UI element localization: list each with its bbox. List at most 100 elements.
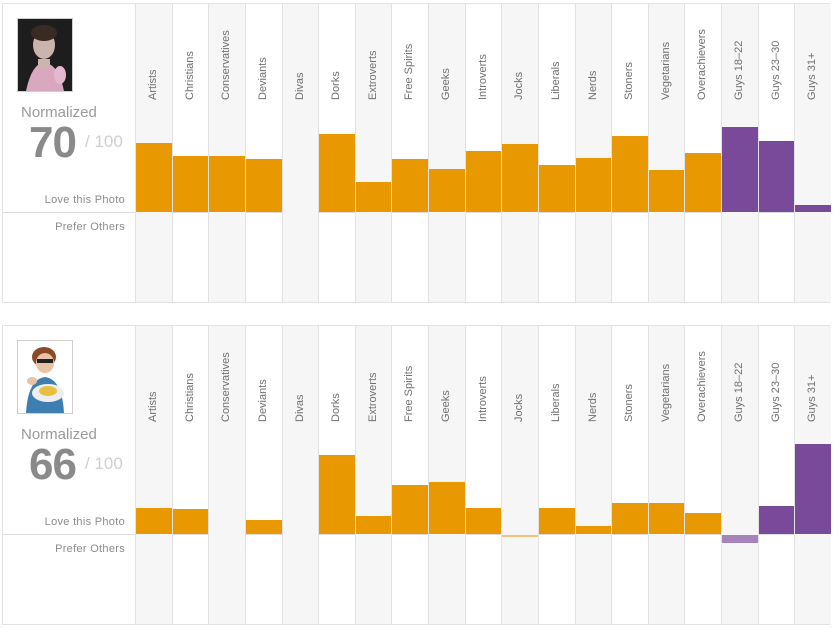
bar[interactable] (538, 165, 575, 212)
category-label: Christians (183, 51, 196, 100)
normalized-label: Normalized (21, 104, 97, 121)
category-column (464, 4, 502, 302)
category-column (501, 326, 539, 624)
rating-panel: Normalized 66 / 100 Love this Photo Pref… (2, 325, 832, 625)
bar[interactable] (172, 509, 209, 534)
bar-chart: Artists Christians Conservatives Deviants Di… (135, 4, 832, 302)
bar[interactable] (612, 136, 648, 212)
prefer-label: Prefer Others (55, 543, 125, 555)
score-max: / 100 (85, 454, 123, 473)
bar[interactable] (465, 508, 502, 534)
category-column (135, 326, 173, 624)
category-label: Overachievers (696, 351, 709, 422)
bar[interactable] (795, 205, 831, 212)
bar[interactable] (575, 526, 612, 534)
bar[interactable] (502, 144, 538, 212)
category-column (428, 326, 466, 624)
bar[interactable] (392, 485, 429, 534)
category-column (684, 326, 721, 624)
category-label: Stoners (623, 384, 636, 422)
category-column (574, 4, 612, 302)
category-label: Vegetarians (659, 41, 672, 100)
category-label: Guys 18–22 (733, 362, 746, 422)
category-label: Free Spirits (403, 43, 416, 100)
category-label: Nerds (586, 70, 599, 100)
bar[interactable] (648, 503, 685, 534)
score-max: / 100 (85, 132, 123, 151)
bar[interactable] (538, 508, 575, 534)
bar[interactable] (758, 141, 795, 212)
bar[interactable] (136, 143, 172, 212)
baseline (3, 212, 829, 213)
bar[interactable] (136, 508, 172, 534)
bar[interactable] (795, 444, 831, 534)
baseline (3, 534, 829, 535)
bar[interactable] (465, 151, 502, 212)
category-label: Geeks (440, 68, 453, 100)
category-column (721, 326, 759, 624)
rating-panel: Normalized 70 / 100 Love this Photo Pref… (2, 3, 832, 303)
score-sidebar: Normalized 66 / 100 Love this Photo Pref… (3, 326, 135, 624)
love-label: Love this Photo (44, 194, 125, 206)
bar[interactable] (575, 158, 612, 212)
bar[interactable] (685, 153, 722, 212)
woman-portrait-photo-icon (18, 19, 72, 91)
category-label: Extroverts (366, 372, 379, 422)
category-label: Introverts (476, 376, 489, 422)
category-column (647, 4, 685, 302)
bar[interactable] (392, 159, 429, 212)
bar[interactable] (319, 134, 355, 212)
category-label: Conservatives (220, 352, 233, 422)
category-column (537, 326, 575, 624)
category-label: Vegetarians (659, 363, 672, 422)
category-column (428, 4, 466, 302)
category-label: Christians (183, 373, 196, 422)
bar[interactable] (245, 520, 282, 534)
category-label: Artists (147, 69, 159, 100)
category-label: Artists (147, 391, 159, 422)
score-sidebar: Normalized 70 / 100 Love this Photo Pref… (3, 4, 135, 302)
category-column (757, 4, 795, 302)
bar[interactable] (722, 535, 758, 543)
bar[interactable] (355, 516, 392, 534)
woman-eating-photo-icon (18, 341, 72, 413)
category-label: Guys 31+ (806, 52, 819, 100)
category-column (208, 4, 246, 302)
category-column (244, 326, 282, 624)
category-column (391, 4, 428, 302)
bar[interactable] (429, 482, 465, 534)
category-column (537, 4, 575, 302)
profile-photo[interactable] (17, 340, 73, 414)
category-column (611, 4, 648, 302)
category-column (647, 326, 685, 624)
bar[interactable] (209, 156, 245, 212)
category-column (464, 326, 502, 624)
bar[interactable] (172, 156, 209, 212)
category-label: Liberals (549, 61, 562, 100)
category-label: Liberals (549, 383, 562, 422)
bar[interactable] (648, 170, 685, 212)
bar[interactable] (612, 503, 648, 534)
bar[interactable] (245, 159, 282, 212)
bar[interactable] (319, 455, 355, 534)
love-label: Love this Photo (44, 516, 125, 528)
category-column (354, 326, 392, 624)
category-column (171, 326, 209, 624)
category-column (318, 4, 355, 302)
bar[interactable] (502, 535, 538, 537)
category-label: Deviants (256, 379, 269, 422)
bar[interactable] (685, 513, 722, 534)
score-value: 66 (29, 440, 77, 489)
bar[interactable] (429, 169, 465, 212)
category-label: Dorks (330, 71, 343, 100)
category-column (757, 326, 795, 624)
category-label: Introverts (476, 54, 489, 100)
profile-photo[interactable] (17, 18, 73, 92)
category-label: Conservatives (220, 30, 233, 100)
normalized-label: Normalized (21, 426, 97, 443)
bar[interactable] (722, 127, 758, 212)
category-label: Free Spirits (403, 365, 416, 422)
bar[interactable] (355, 182, 392, 212)
category-label: Jocks (513, 393, 526, 422)
bar[interactable] (758, 506, 795, 534)
